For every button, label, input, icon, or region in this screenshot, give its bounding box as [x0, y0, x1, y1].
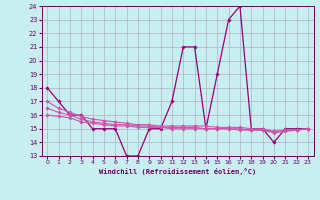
X-axis label: Windchill (Refroidissement éolien,°C): Windchill (Refroidissement éolien,°C) — [99, 168, 256, 175]
